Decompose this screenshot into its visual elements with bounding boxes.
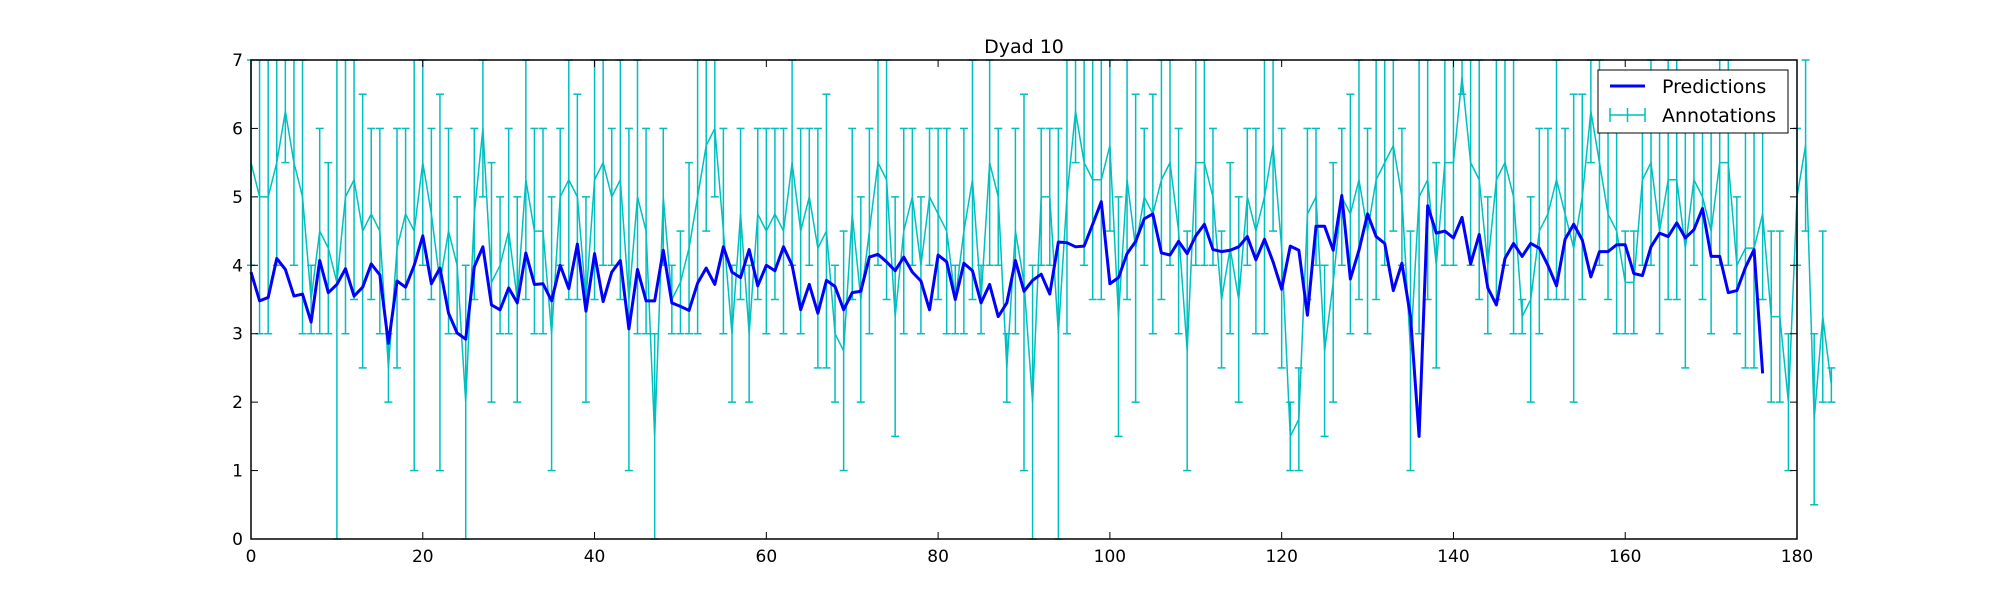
legend: Predictions Annotations bbox=[1597, 69, 1789, 134]
y-tick-label: 0 bbox=[232, 530, 243, 550]
y-tick-label: 7 bbox=[232, 51, 243, 71]
x-tick-label: 140 bbox=[1437, 547, 1469, 567]
legend-predictions-label: Predictions bbox=[1662, 76, 1766, 98]
annotations-line bbox=[250, 77, 1833, 440]
annotations-series bbox=[247, 59, 1836, 540]
y-tick-label: 5 bbox=[232, 188, 243, 208]
legend-annotations-swatch bbox=[1609, 108, 1646, 122]
y-tick-label: 4 bbox=[232, 256, 243, 276]
predictions-series bbox=[249, 193, 1765, 438]
x-axis: 0 20 40 60 80 100 120 140 160 180 bbox=[246, 60, 1813, 567]
x-tick-label: 180 bbox=[1781, 547, 1813, 567]
x-tick-label: 160 bbox=[1609, 547, 1641, 567]
x-tick-label: 60 bbox=[756, 547, 778, 567]
y-tick-label: 3 bbox=[232, 325, 243, 345]
x-tick-label: 0 bbox=[246, 547, 257, 567]
x-tick-label: 80 bbox=[927, 547, 949, 567]
y-tick-label: 1 bbox=[232, 462, 243, 482]
x-tick-label: 100 bbox=[1094, 547, 1126, 567]
y-tick-label: 6 bbox=[232, 119, 243, 139]
chart-title: Dyad 10 bbox=[984, 36, 1064, 58]
plot-frame bbox=[250, 59, 1798, 540]
y-axis: 0 1 2 3 4 5 6 7 bbox=[232, 51, 1797, 550]
x-tick-label: 20 bbox=[412, 547, 434, 567]
x-tick-label: 40 bbox=[584, 547, 606, 567]
legend-annotations-label: Annotations bbox=[1662, 105, 1776, 127]
x-tick-label: 120 bbox=[1265, 547, 1297, 567]
y-tick-label: 2 bbox=[232, 393, 243, 413]
predictions-line bbox=[249, 193, 1765, 438]
legend-frame bbox=[1597, 69, 1789, 134]
annotation-errorbar bbox=[332, 60, 341, 540]
